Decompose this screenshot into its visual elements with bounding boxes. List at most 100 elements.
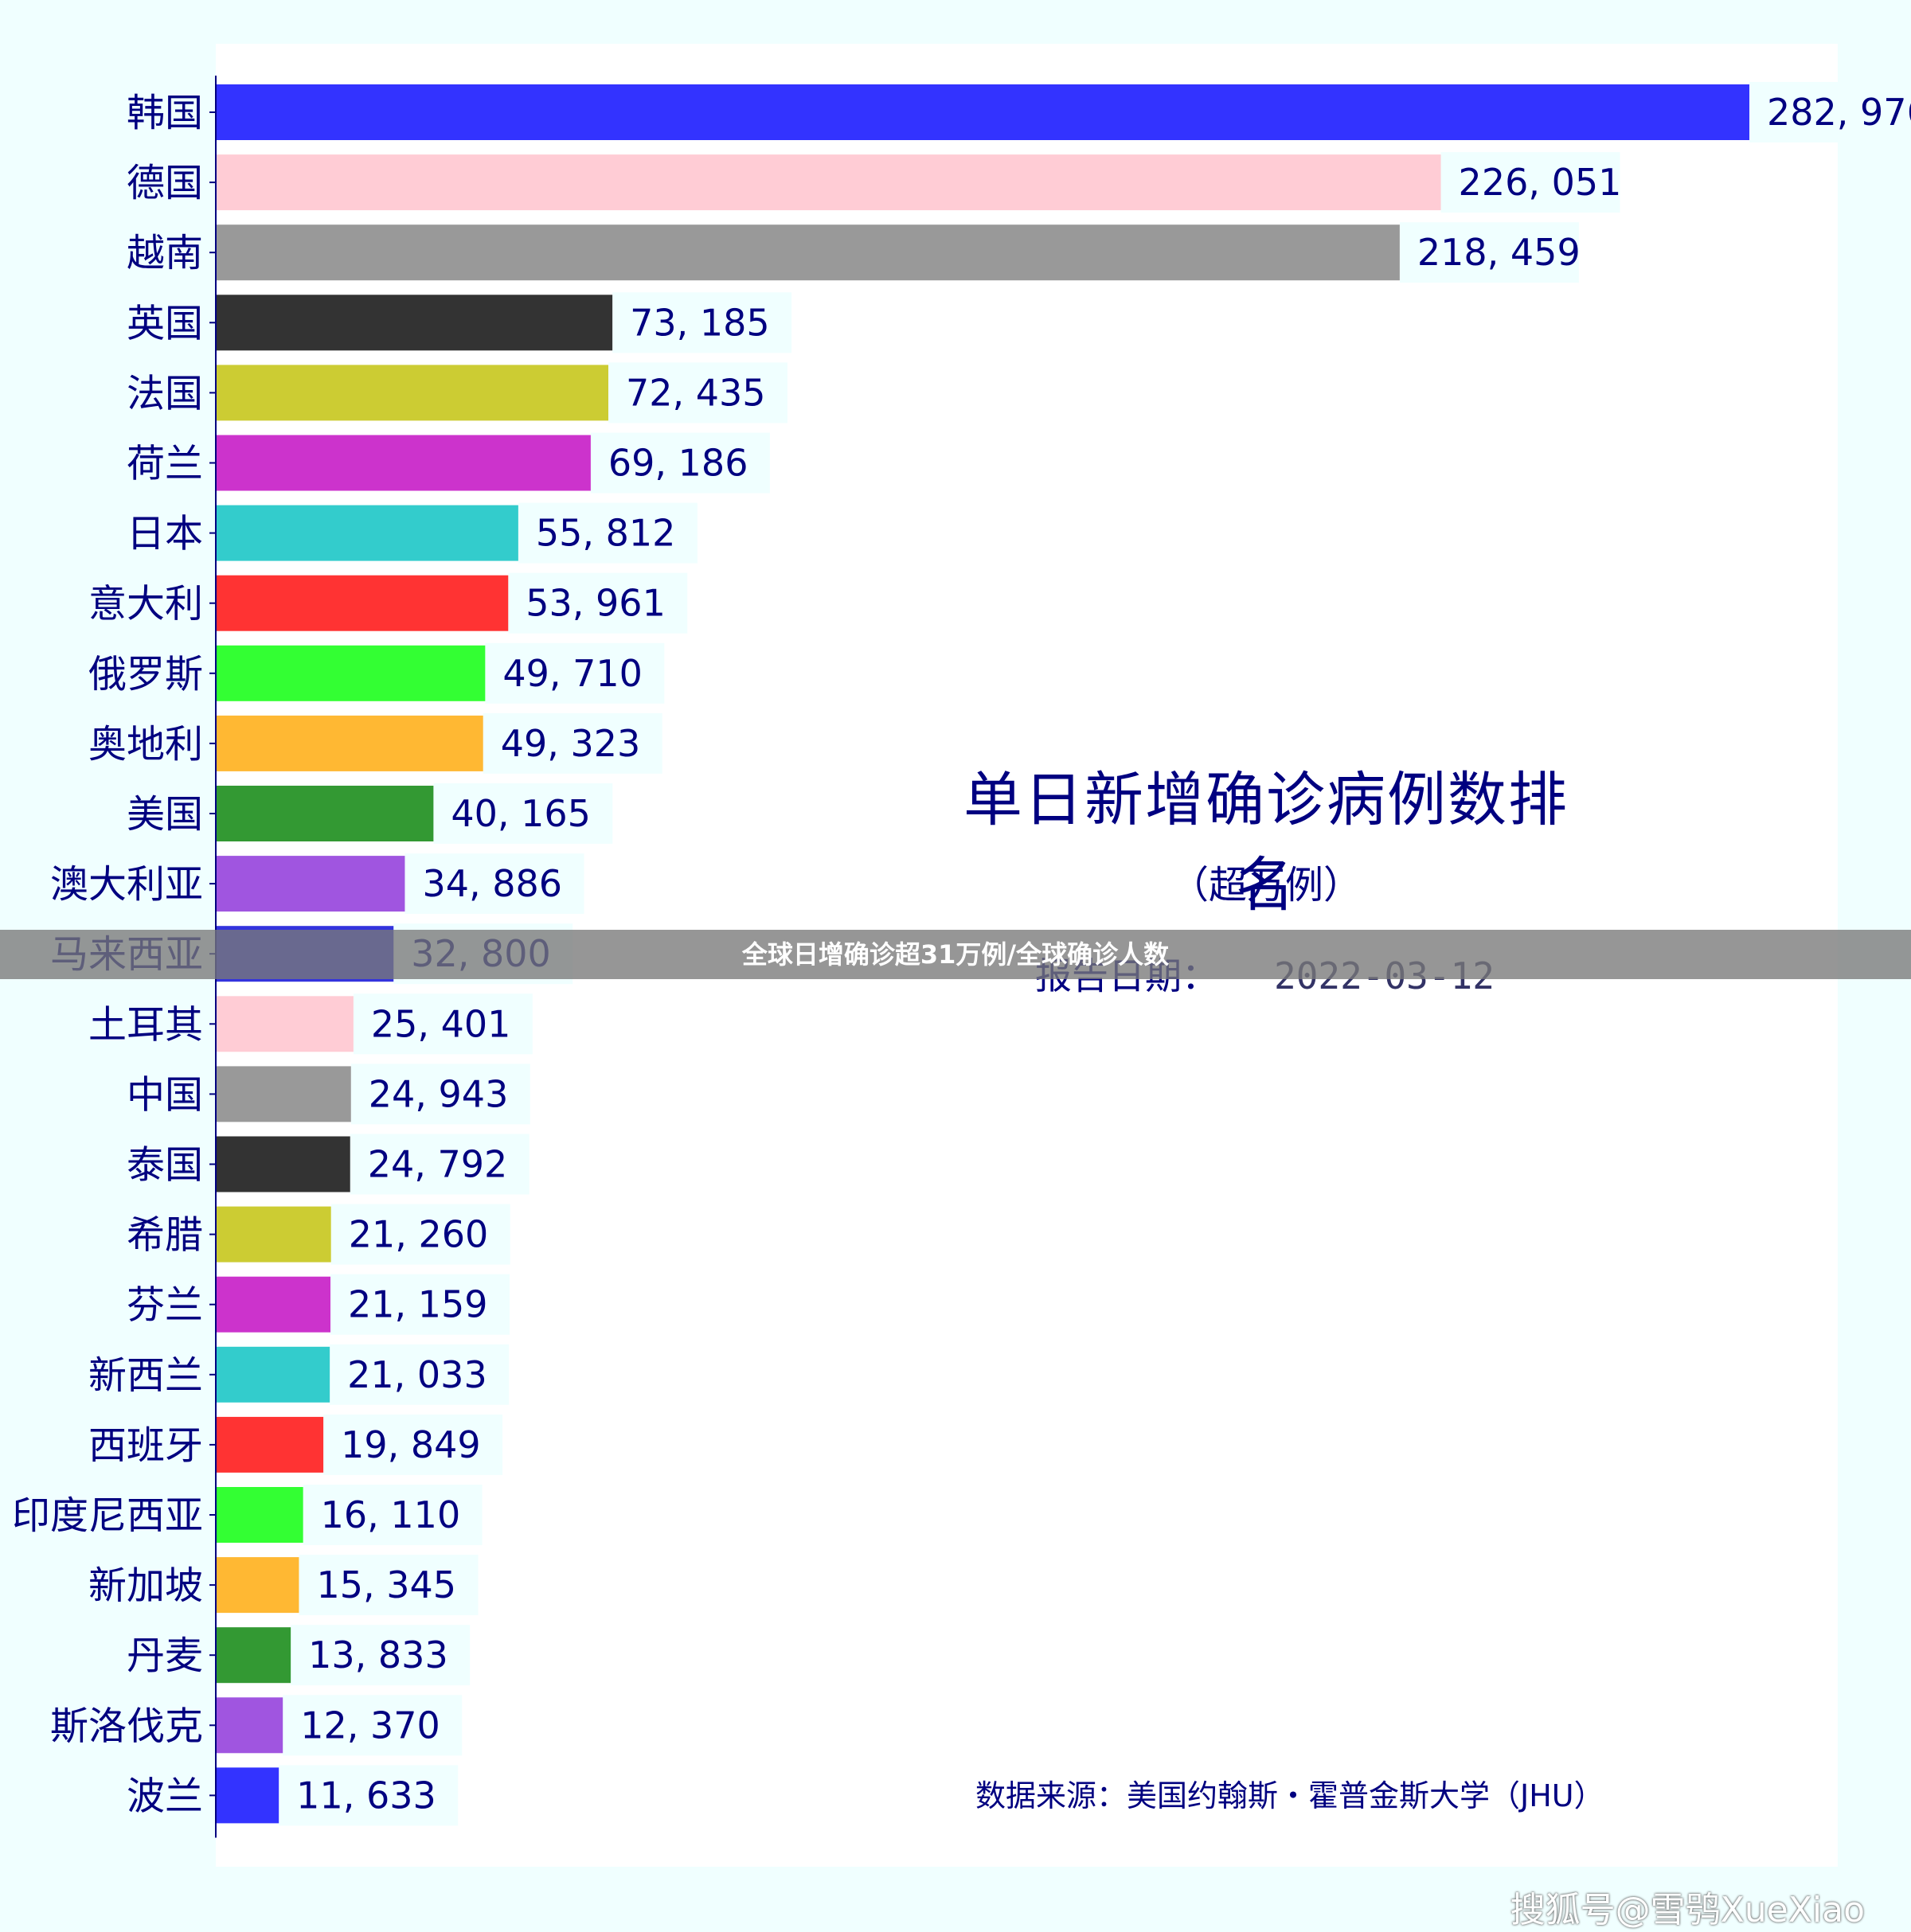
value-label-bg: [303, 1485, 483, 1545]
category-label: 土耳其: [88, 1002, 203, 1047]
category-label: 波兰: [127, 1774, 203, 1818]
value-label: 19, 849: [341, 1423, 481, 1466]
caption-banner-text: 全球日增确诊超31万例/全球确诊人数: [741, 939, 1170, 970]
value-label-bg: [518, 502, 698, 564]
value-label-bg: [299, 1555, 479, 1616]
category-label: 西班牙: [88, 1423, 203, 1468]
category-label: 斯洛伐克: [50, 1704, 203, 1748]
value-label-bg: [1749, 82, 1911, 142]
bar-15: [216, 1136, 350, 1192]
value-label: 11, 633: [296, 1774, 436, 1817]
value-label: 73, 185: [630, 301, 770, 344]
value-label-bg: [330, 1344, 510, 1405]
value-label-bg: [291, 1625, 471, 1686]
value-label: 25, 401: [371, 1002, 511, 1045]
category-label: 丹麦: [127, 1633, 203, 1678]
category-label: 中国: [127, 1072, 203, 1117]
bar-4: [216, 365, 609, 421]
category-label: 英国: [127, 301, 203, 345]
value-label: 69, 186: [608, 442, 748, 485]
data-source-note: 数据来源：美国约翰斯・霍普金斯大学（JHU）: [975, 1778, 1604, 1813]
bar-1: [216, 154, 1441, 211]
category-label: 芬兰: [127, 1283, 203, 1328]
value-label-bg: [508, 572, 688, 634]
category-label: 印度尼西亚: [12, 1493, 203, 1538]
value-label: 40, 165: [451, 792, 591, 835]
value-label: 21, 260: [349, 1213, 489, 1256]
value-label-bg: [485, 642, 665, 704]
category-label: 荷兰: [127, 442, 203, 486]
bar-24: [216, 1767, 279, 1824]
category-label: 德国: [127, 161, 203, 205]
value-label: 218, 459: [1417, 231, 1581, 274]
category-label: 新西兰: [88, 1353, 203, 1398]
bar-20: [216, 1487, 303, 1543]
value-label: 34, 886: [422, 862, 562, 905]
value-label: 282, 976: [1767, 91, 1911, 134]
value-label-bg: [590, 432, 770, 494]
category-label: 法国: [127, 371, 203, 416]
bar-3: [216, 295, 613, 351]
value-label: 15, 345: [316, 1563, 456, 1606]
bar-9: [216, 715, 483, 771]
value-label: 24, 792: [368, 1143, 508, 1186]
category-label: 美国: [127, 792, 203, 837]
bar-11: [216, 856, 405, 912]
bar-23: [216, 1697, 283, 1754]
bar-19: [216, 1416, 324, 1473]
bar-17: [216, 1276, 331, 1333]
value-label-bg: [483, 712, 662, 774]
value-label: 12, 370: [300, 1704, 440, 1747]
value-label: 16, 110: [321, 1493, 461, 1536]
value-label-bg: [330, 1204, 510, 1265]
value-label-bg: [1399, 222, 1579, 283]
value-label: 55, 812: [536, 512, 676, 555]
value-label: 13, 833: [308, 1633, 448, 1676]
category-label: 澳大利亚: [50, 862, 203, 907]
category-label: 奥地利: [88, 722, 203, 767]
category-label: 俄罗斯: [88, 652, 203, 697]
value-label-bg: [608, 362, 788, 423]
bar-8: [216, 645, 486, 701]
value-label-bg: [433, 783, 613, 844]
value-label: 53, 961: [526, 582, 666, 625]
category-label: 日本: [127, 512, 203, 556]
value-label: 21, 033: [347, 1353, 487, 1396]
bar-5: [216, 435, 591, 491]
bar-10: [216, 786, 434, 841]
bar-6: [216, 505, 518, 561]
bar-7: [216, 575, 509, 631]
watermark: 搜狐号@雪鸮XueXiao: [1510, 1890, 1865, 1930]
bar-22: [216, 1627, 291, 1684]
value-label: 49, 710: [502, 652, 643, 695]
bar-18: [216, 1346, 330, 1403]
chart-title: 单日新增确诊病例数排名: [963, 766, 1569, 919]
bar-0: [216, 84, 1749, 140]
bar-16: [216, 1206, 331, 1263]
value-label-bg: [353, 993, 533, 1055]
bar-13: [216, 996, 354, 1052]
caption-banner: 全球日增确诊超31万例/全球确诊人数: [0, 930, 1911, 979]
value-label: 72, 435: [626, 371, 766, 414]
value-label-bg: [612, 292, 792, 353]
category-label: 新加坡: [88, 1563, 203, 1608]
category-label: 越南: [127, 231, 203, 275]
value-label-bg: [350, 1134, 530, 1195]
value-label-bg: [279, 1765, 459, 1826]
value-label: 24, 943: [369, 1072, 509, 1115]
bar-14: [216, 1066, 351, 1122]
bar-2: [216, 224, 1400, 281]
value-label-bg: [1440, 152, 1620, 213]
chart-subtitle: （超万例）: [1170, 863, 1362, 907]
bar-21: [216, 1557, 299, 1614]
category-label: 希腊: [127, 1213, 203, 1258]
value-label: 226, 051: [1459, 161, 1622, 204]
value-label: 49, 323: [501, 722, 641, 765]
value-label-bg: [330, 1274, 510, 1335]
value-label-bg: [283, 1695, 463, 1756]
value-label-bg: [323, 1414, 503, 1475]
value-label-bg: [404, 853, 584, 915]
category-label: 意大利: [88, 582, 203, 626]
